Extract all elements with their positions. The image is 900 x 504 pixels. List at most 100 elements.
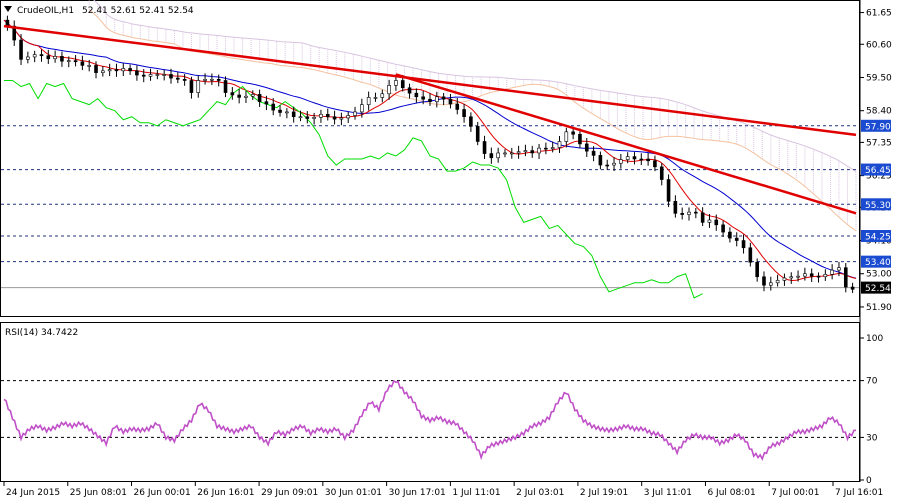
candle-body — [707, 219, 712, 223]
symbol-menu-icon[interactable] — [4, 6, 12, 12]
price-tick-label: 56.25 — [866, 172, 892, 182]
candle-body — [278, 109, 282, 113]
candle-body — [128, 68, 132, 72]
candle-body — [469, 116, 473, 127]
candle-body — [107, 69, 112, 72]
candle-body — [605, 164, 610, 167]
candle-body — [571, 131, 575, 135]
candle-body — [135, 70, 139, 76]
candle-body — [237, 94, 241, 98]
candle-body — [557, 141, 562, 148]
candle-body — [796, 275, 800, 278]
time-tick-label: 7 Jul 00:01 — [771, 488, 819, 498]
chart-header: CrudeOIL,H1 52.41 52.61 52.41 52.54 — [4, 6, 194, 16]
candle-body — [721, 224, 725, 233]
time-tick-label: 26 Jun 16:01 — [197, 488, 254, 498]
time-tick-label: 6 Jul 08:01 — [707, 488, 755, 498]
candle-body — [32, 54, 37, 58]
candle-body — [550, 147, 555, 150]
candle-body — [162, 74, 166, 76]
time-tick-label: 24 Jun 2015 — [6, 488, 60, 498]
candle-body — [264, 101, 269, 105]
trendline[interactable] — [3, 24, 857, 137]
candle-body — [782, 277, 787, 281]
candle-body — [346, 115, 351, 119]
level-label: 55.30 — [865, 201, 891, 211]
candle-body — [141, 74, 146, 77]
rsi-chart-frame — [0, 322, 860, 482]
candle-body — [339, 117, 344, 120]
candle-body — [489, 153, 494, 159]
candle-body — [380, 93, 385, 98]
time-axis-ticks: 24 Jun 2015 25 Jun 08:01 26 Jun 00:01 26 Ju… — [3, 482, 883, 498]
candle-body — [850, 286, 855, 290]
candle-body — [250, 94, 255, 97]
candle-body — [223, 80, 228, 93]
candle-body — [523, 150, 528, 153]
candle-body — [373, 97, 378, 99]
candle-body — [503, 152, 507, 155]
candle-body — [530, 150, 535, 154]
candle-body — [230, 92, 235, 96]
candle-body — [312, 117, 316, 119]
candle-body — [366, 97, 371, 105]
rsi-indicator: 100 70 30 0 — [1, 334, 883, 486]
time-tick-label: 29 Jun 09:01 — [261, 488, 318, 498]
candle-body — [114, 69, 119, 72]
candle-body — [639, 158, 644, 161]
level-label: 56.45 — [865, 166, 891, 176]
candle-body — [816, 275, 821, 278]
candle-body — [285, 111, 289, 114]
candle-body — [646, 158, 650, 162]
candle-body — [169, 74, 173, 79]
rsi-tick-label: 0 — [866, 476, 872, 486]
candle-body — [80, 61, 85, 66]
level-label: 54.25 — [865, 232, 891, 242]
candle-body — [319, 114, 323, 118]
time-tick-label: 30 Jun 17:01 — [389, 488, 446, 498]
price-tick-label: 57.35 — [866, 138, 892, 148]
price-tick-label: 59.50 — [866, 73, 892, 83]
candle-body — [414, 92, 419, 98]
time-tick-label: 30 Jun 01:01 — [325, 488, 382, 498]
candle-body — [755, 261, 759, 278]
time-tick-label: 1 Jul 11:01 — [452, 488, 500, 498]
candle-body — [734, 237, 739, 241]
candle-body — [584, 143, 589, 152]
price-tick-label: 51.90 — [866, 303, 892, 313]
current-price-label: 52.54 — [865, 284, 891, 294]
candle-body — [509, 152, 514, 155]
candle-body — [407, 87, 412, 94]
candle-body — [87, 65, 91, 67]
trendline[interactable] — [395, 73, 857, 215]
time-tick-label: 3 Jul 11:01 — [644, 488, 692, 498]
trendlines[interactable] — [3, 24, 857, 215]
candle-body — [516, 151, 521, 154]
candle-body — [809, 273, 814, 277]
current-price-label-bg — [861, 281, 891, 294]
rsi-line — [3, 379, 857, 462]
kijun-sen-line — [3, 19, 857, 279]
candle-body — [387, 85, 391, 95]
time-tick-label: 2 Jul 03:01 — [516, 488, 564, 498]
candle-body — [687, 211, 691, 215]
candle-body — [482, 141, 487, 154]
level-label-bg — [861, 198, 891, 211]
price-candles — [5, 15, 855, 294]
level-label: 57.90 — [865, 122, 891, 132]
candle-body — [762, 276, 766, 286]
ohlc-values: 52.41 52.61 52.41 52.54 — [82, 6, 194, 16]
rsi-tick-label: 70 — [866, 377, 878, 387]
candle-body — [189, 80, 194, 93]
main-chart-frame — [0, 0, 860, 317]
level-label-bg — [861, 229, 891, 242]
candle-body — [298, 116, 303, 119]
candle-body — [462, 109, 466, 118]
candle-body — [837, 267, 841, 271]
horizontal-levels — [1, 125, 859, 289]
candle-body — [121, 68, 126, 72]
candle-body — [428, 98, 432, 102]
candle-body — [714, 219, 719, 226]
